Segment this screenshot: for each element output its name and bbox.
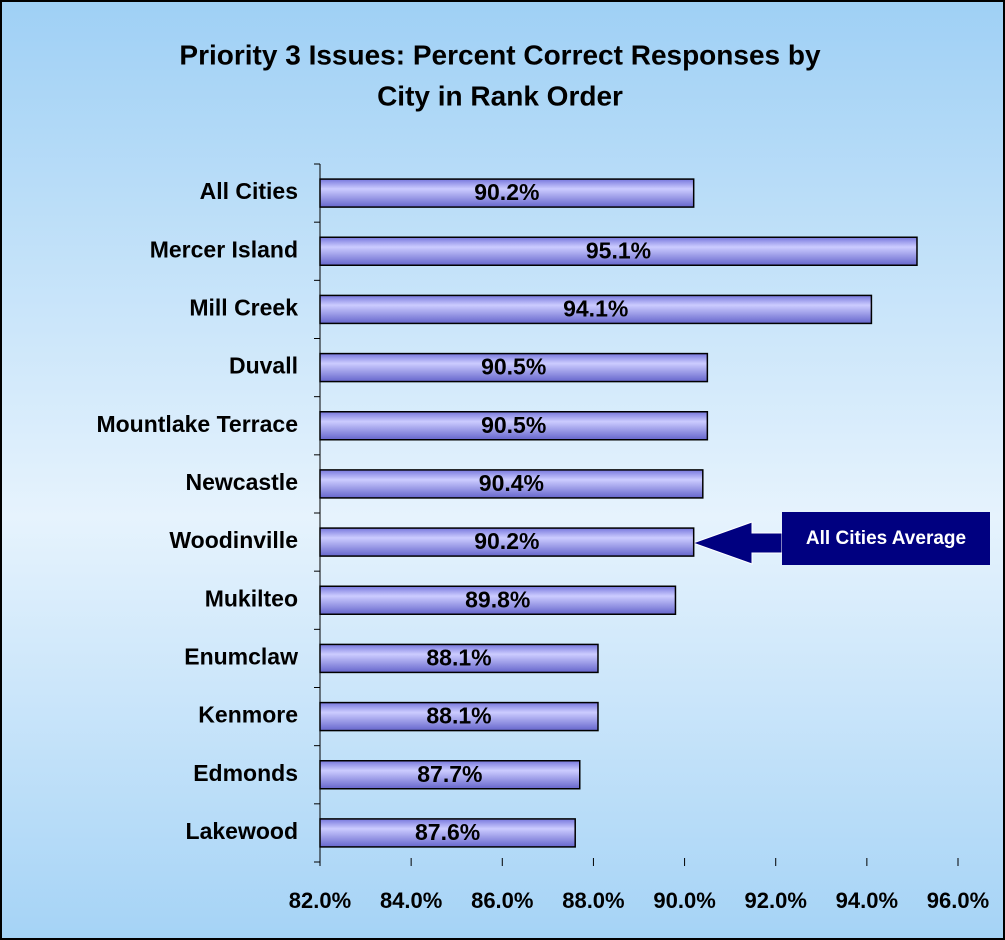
y-tick-label: Newcastle xyxy=(185,469,298,495)
x-tick-label: 96.0% xyxy=(927,888,989,913)
x-tick-label: 90.0% xyxy=(653,888,715,913)
data-label: 88.1% xyxy=(426,703,491,729)
data-label: 90.5% xyxy=(481,412,546,438)
data-label: 88.1% xyxy=(426,644,491,670)
chart-title: City in Rank Order xyxy=(377,80,623,111)
bar xyxy=(319,411,709,441)
data-label: 90.2% xyxy=(474,528,539,554)
y-tick-label: All Cities xyxy=(200,178,298,204)
bar xyxy=(319,236,918,266)
y-tick-label: Lakewood xyxy=(186,818,298,844)
bar xyxy=(319,585,677,615)
data-label: 90.4% xyxy=(479,470,544,496)
y-tick-label: Mercer Island xyxy=(150,236,298,262)
bar xyxy=(319,760,581,790)
x-tick-label: 86.0% xyxy=(471,888,533,913)
data-label: 90.2% xyxy=(474,179,539,205)
y-tick-label: Mill Creek xyxy=(189,294,298,320)
bar xyxy=(319,352,709,383)
chart-title: Priority 3 Issues: Percent Correct Respo… xyxy=(179,39,821,70)
data-label: 87.7% xyxy=(417,761,482,787)
bar xyxy=(319,818,576,848)
data-label: 89.8% xyxy=(465,586,530,612)
bar xyxy=(319,701,599,732)
data-label: 95.1% xyxy=(586,237,651,263)
data-label: 94.1% xyxy=(563,295,628,321)
data-label: 90.5% xyxy=(481,354,546,380)
bar xyxy=(319,527,695,557)
y-tick-label: Woodinville xyxy=(169,527,298,553)
x-tick-label: 94.0% xyxy=(836,888,898,913)
x-tick-label: 92.0% xyxy=(745,888,807,913)
y-tick-label: Enumclaw xyxy=(184,643,298,669)
bar xyxy=(319,643,599,674)
y-tick-label: Kenmore xyxy=(198,702,298,728)
y-tick-label: Duvall xyxy=(229,353,298,379)
bar xyxy=(319,294,873,325)
bar xyxy=(319,178,695,208)
annotation-box xyxy=(782,512,990,565)
data-label: 87.6% xyxy=(415,819,480,845)
annotation: All Cities Average xyxy=(806,528,966,549)
x-tick-label: 82.0% xyxy=(289,888,351,913)
y-tick-label: Edmonds xyxy=(193,760,298,786)
y-tick-label: Mukilteo xyxy=(205,585,298,611)
y-tick-label: Mountlake Terrace xyxy=(96,411,298,437)
x-tick-label: 88.0% xyxy=(562,888,624,913)
bar xyxy=(319,469,704,499)
x-tick-label: 84.0% xyxy=(380,888,442,913)
